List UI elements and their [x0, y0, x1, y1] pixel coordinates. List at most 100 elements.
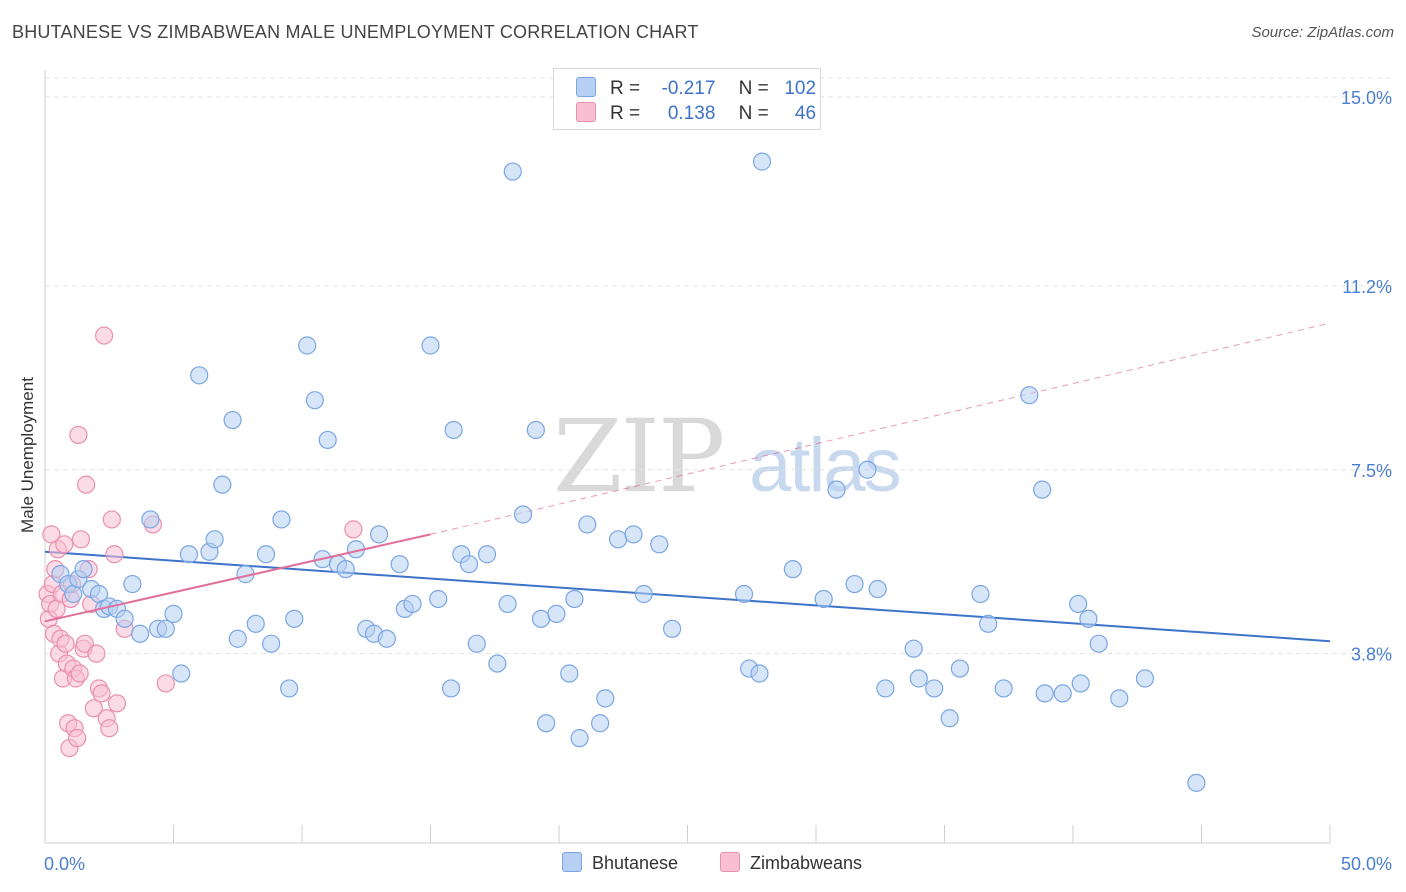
bhutanese-point: [1053, 684, 1072, 703]
zimbabweans-point: [71, 530, 91, 549]
bhutanese-point: [1020, 386, 1039, 405]
bhutanese-point: [734, 584, 754, 604]
zimbabweans-swatch: [576, 102, 596, 122]
bhutanese-point: [262, 634, 281, 653]
zimbabweans-point: [92, 684, 111, 703]
bhutanese-point: [123, 574, 142, 594]
bhutanese-point: [994, 679, 1013, 698]
watermark: ZIP atlas: [553, 398, 902, 515]
legend-n-value: 102: [784, 78, 817, 99]
bhutanese-point: [280, 679, 299, 698]
bhutanese-point: [1135, 669, 1155, 688]
correlation-legend: R = -0.217 N = 102 R = 0.138 N = 46: [553, 68, 821, 130]
bhutanese-point: [783, 560, 802, 579]
y-tick-label: 3.8%: [1351, 645, 1392, 665]
bhutanese-point: [1033, 480, 1052, 499]
bhutanese-point: [503, 162, 522, 181]
bhutanese-point: [172, 664, 191, 683]
zimbabweans-trend-extension: [430, 322, 1331, 535]
chart-title: BHUTANESE VS ZIMBABWEAN MALE UNEMPLOYMEN…: [12, 22, 699, 42]
bhutanese-point: [1079, 609, 1098, 628]
zimbabweans-point: [84, 699, 103, 718]
zimbabweans-point: [70, 664, 89, 683]
bhutanese-point: [1187, 773, 1206, 792]
bhutanese-point: [596, 689, 615, 708]
bhutanese-point: [1069, 594, 1088, 614]
bhutanese-point: [578, 515, 597, 534]
bhutanese-point: [164, 604, 183, 623]
x-tick-label: 0.0%: [44, 854, 85, 874]
watermark-zip: ZIP: [553, 398, 725, 515]
bhutanese-point: [305, 391, 324, 410]
bhutanese-point: [223, 410, 242, 430]
bhutanese-point: [662, 619, 682, 638]
legend-r-label: R =: [610, 78, 641, 99]
bhutanese-point: [513, 505, 533, 524]
bhutanese-point: [979, 614, 998, 633]
bhutanese-point: [179, 545, 199, 564]
bhutanese-point: [246, 614, 265, 633]
legend-row-zimbabweans: R = 0.138 N = 46: [576, 102, 816, 126]
bhutanese-point: [74, 560, 93, 579]
bhutanese-point: [441, 679, 461, 698]
bhutanese-point: [459, 555, 479, 574]
bhutanese-point: [904, 639, 923, 658]
zimbabweans-point: [87, 644, 106, 663]
bhutanese-point: [285, 609, 304, 628]
bhutanese-point: [845, 574, 864, 594]
legend-bhutanese-label: Bhutanese: [592, 853, 679, 873]
bhutanese-point: [429, 589, 448, 609]
bhutanese-point: [940, 709, 959, 728]
bhutanese-point: [876, 679, 895, 698]
bhutanese-point: [570, 729, 589, 748]
bhutanese-point: [971, 584, 990, 604]
bhutanese-point: [1089, 634, 1108, 653]
bhutanese-point: [403, 594, 422, 614]
bhutanese-point: [190, 366, 209, 385]
bhutanese-point: [1035, 684, 1054, 703]
zimbabweans-point: [107, 694, 127, 713]
zimbabweans-point: [95, 326, 114, 345]
bhutanese-point: [256, 545, 276, 564]
bhutanese-point: [750, 664, 769, 683]
zimbabweans-point: [75, 634, 94, 653]
legend-r-value: 0.138: [667, 103, 716, 124]
zimbabweans-point: [77, 475, 96, 494]
source-credit: Source: ZipAtlas.com: [1251, 24, 1394, 41]
bhutanese-point: [814, 589, 833, 609]
bhutanese-point: [560, 664, 579, 683]
bhutanese-point: [950, 659, 970, 678]
legend-zimbabweans-label: Zimbabweans: [750, 853, 863, 873]
bhutanese-point: [488, 654, 507, 673]
bhutanese-point: [130, 624, 150, 643]
bhutanese-point: [318, 430, 337, 450]
bhutanese-point: [228, 629, 247, 648]
bhutanese-point: [827, 480, 846, 499]
bhutanese-point: [537, 714, 556, 733]
legend-bottom-zimbabweans: Zimbabweans: [720, 852, 862, 874]
bhutanese-point: [272, 510, 291, 529]
bhutanese-point: [141, 510, 160, 529]
legend-n-label: N =: [738, 78, 769, 99]
bhutanese-point: [205, 530, 224, 549]
x-tick-label: 50.0%: [1341, 854, 1392, 874]
bhutanese-points: [44, 152, 1206, 792]
zimbabweans-point: [156, 674, 175, 693]
bhutanese-point: [115, 609, 134, 628]
bhutanese-swatch: [576, 77, 596, 97]
bhutanese-point: [298, 336, 317, 355]
zimbabweans-point: [105, 545, 124, 564]
bhutanese-point: [467, 634, 486, 653]
bhutanese-point: [547, 604, 566, 623]
bhutanese-point: [752, 152, 772, 171]
bhutanese-point: [634, 584, 653, 604]
legend-row-bhutanese: R = -0.217 N = 102: [576, 77, 816, 101]
bhutanese-point: [1071, 674, 1090, 693]
bhutanese-point: [650, 535, 669, 554]
bhutanese-point: [609, 530, 628, 549]
axes: [44, 70, 1331, 844]
bhutanese-point: [498, 594, 517, 614]
zimbabweans-point: [55, 535, 74, 554]
zimbabweans-point: [56, 634, 75, 653]
y-tick-label: 7.5%: [1351, 461, 1392, 481]
